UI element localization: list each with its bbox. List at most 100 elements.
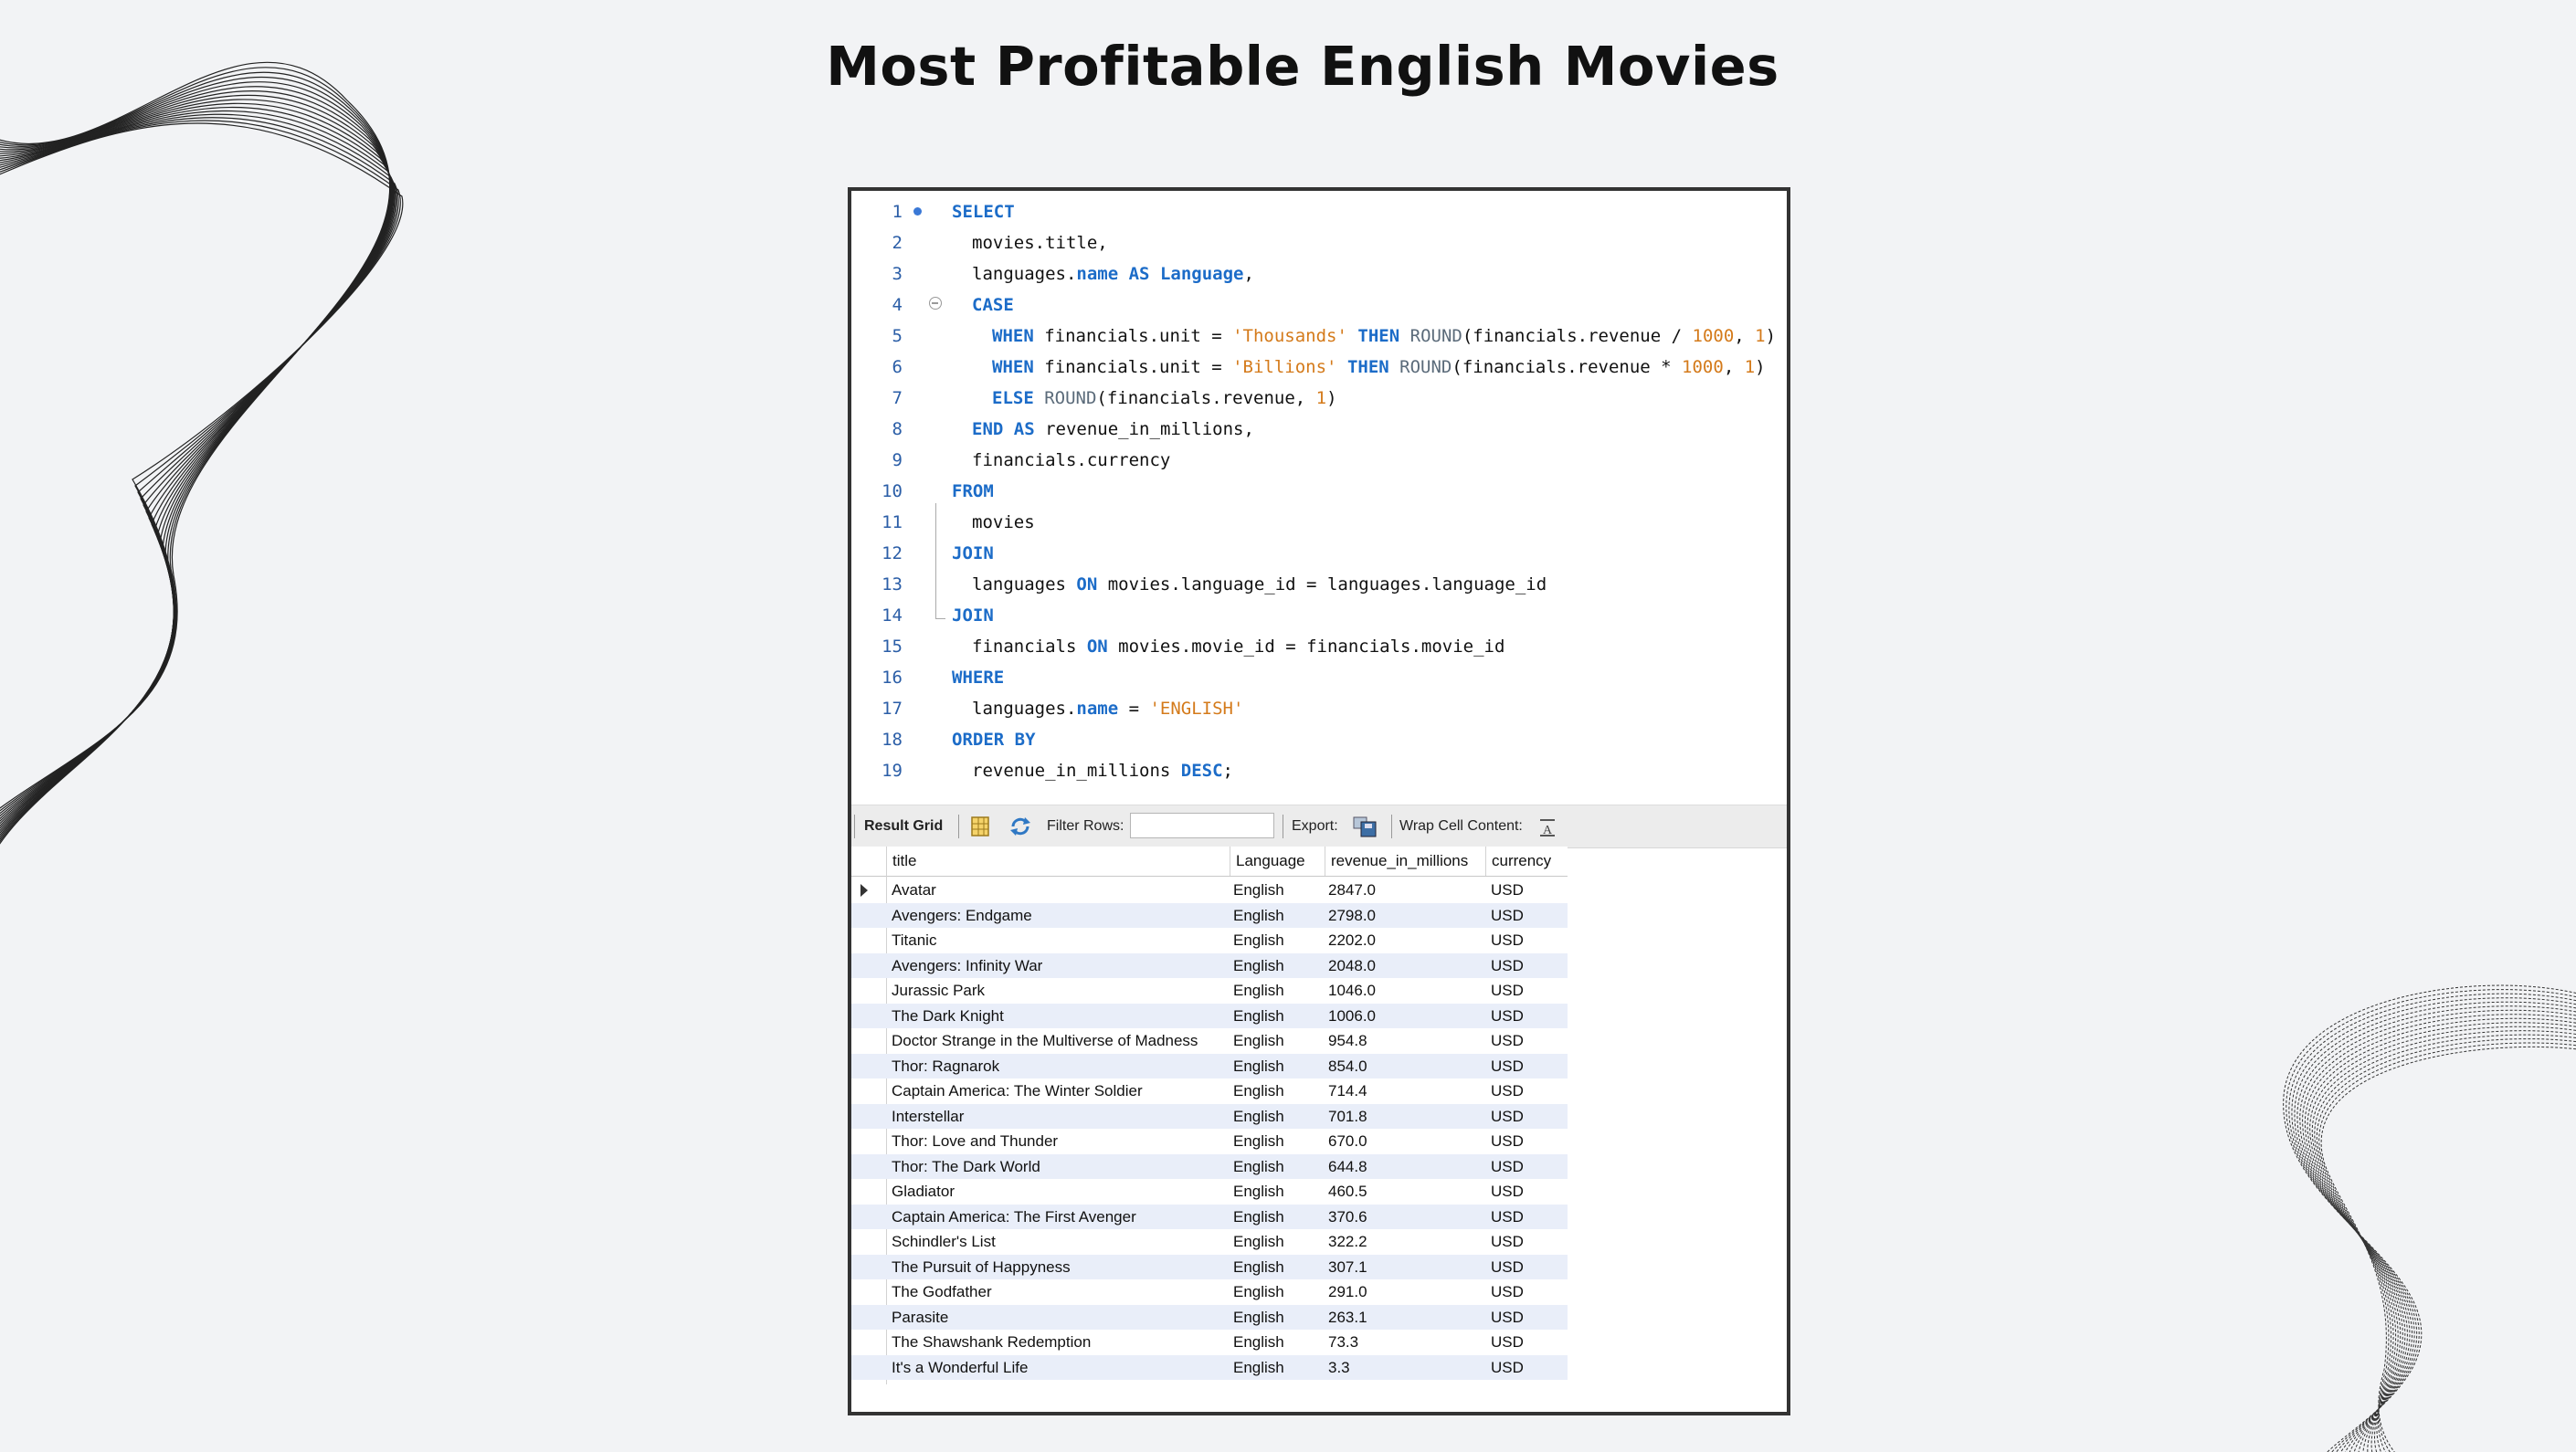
table-row[interactable]: It's a Wonderful Life English 3.3 USD	[851, 1354, 1568, 1380]
table-cell-title[interactable]: Parasite	[892, 1308, 949, 1326]
table-row[interactable]: Interstellar English 701.8 USD	[851, 1103, 1568, 1129]
table-cell-title[interactable]: Jurassic Park	[892, 982, 986, 999]
table-cell-currency[interactable]: USD	[1491, 881, 1524, 899]
table-row[interactable]: Doctor Strange in the Multiverse of Madn…	[851, 1028, 1568, 1054]
table-row[interactable]: Thor: Ragnarok English 854.0 USD	[851, 1053, 1568, 1078]
table-cell-language[interactable]: English	[1233, 1032, 1284, 1049]
table-row[interactable]: Titanic English 2202.0 USD	[851, 928, 1568, 953]
table-cell-revenue-in-millions[interactable]: 1046.0	[1328, 982, 1376, 999]
table-cell-title[interactable]: It's a Wonderful Life	[892, 1358, 1029, 1376]
table-cell-language[interactable]: English	[1233, 982, 1284, 999]
table-cell-language[interactable]: English	[1233, 1132, 1284, 1150]
table-cell-title[interactable]: Thor: Ragnarok	[892, 1057, 1000, 1075]
table-cell-revenue-in-millions[interactable]: 307.1	[1328, 1257, 1367, 1276]
table-cell-title[interactable]: Gladiator	[892, 1183, 955, 1200]
table-row[interactable]: Schindler's List English 322.2 USD	[851, 1229, 1568, 1255]
export-icon[interactable]	[1352, 815, 1379, 838]
table-row[interactable]: The Pursuit of Happyness English 307.1 USD	[851, 1254, 1568, 1279]
result-grid-tab[interactable]: Result Grid	[864, 818, 944, 834]
table-cell-title[interactable]: Doctor Strange in the Multiverse of Madn…	[892, 1032, 1198, 1049]
column-header-title[interactable]: title	[886, 847, 1230, 876]
table-row[interactable]: Jurassic Park English 1046.0 USD	[851, 978, 1568, 1004]
table-cell-currency[interactable]: USD	[1491, 956, 1524, 974]
table-cell-currency[interactable]: USD	[1491, 1006, 1524, 1025]
table-cell-revenue-in-millions[interactable]: 370.6	[1328, 1207, 1367, 1226]
table-row[interactable]: Gladiator English 460.5 USD	[851, 1179, 1568, 1205]
table-cell-revenue-in-millions[interactable]: 73.3	[1328, 1333, 1359, 1351]
table-cell-title[interactable]: The Dark Knight	[892, 1006, 1004, 1025]
table-cell-language[interactable]: English	[1233, 956, 1284, 974]
table-cell-title[interactable]: Thor: Love and Thunder	[892, 1132, 1059, 1150]
table-cell-title[interactable]: Titanic	[892, 931, 937, 949]
table-cell-currency[interactable]: USD	[1491, 1132, 1524, 1150]
table-cell-language[interactable]: English	[1233, 1107, 1284, 1125]
table-cell-currency[interactable]: USD	[1491, 906, 1524, 924]
table-cell-language[interactable]: English	[1233, 906, 1284, 924]
table-cell-title[interactable]: Avatar	[892, 881, 936, 899]
refresh-icon[interactable]	[1008, 815, 1032, 837]
table-cell-revenue-in-millions[interactable]: 701.8	[1328, 1107, 1367, 1125]
table-cell-language[interactable]: English	[1233, 1333, 1284, 1351]
table-cell-revenue-in-millions[interactable]: 854.0	[1328, 1057, 1367, 1075]
table-row[interactable]: The Godfather English 291.0 USD	[851, 1279, 1568, 1305]
column-header-language[interactable]: Language	[1230, 847, 1325, 876]
table-cell-currency[interactable]: USD	[1491, 931, 1524, 949]
table-cell-revenue-in-millions[interactable]: 2048.0	[1328, 956, 1376, 974]
table-cell-title[interactable]: Avengers: Endgame	[892, 906, 1032, 924]
table-cell-revenue-in-millions[interactable]: 2798.0	[1328, 906, 1376, 924]
table-cell-revenue-in-millions[interactable]: 2847.0	[1328, 881, 1376, 899]
table-cell-revenue-in-millions[interactable]: 714.4	[1328, 1082, 1367, 1100]
table-cell-currency[interactable]: USD	[1491, 1107, 1524, 1125]
table-row[interactable]: Avatar English 2847.0 USD	[851, 878, 1568, 903]
table-cell-currency[interactable]: USD	[1491, 1032, 1524, 1049]
table-cell-language[interactable]: English	[1233, 1006, 1284, 1025]
table-cell-revenue-in-millions[interactable]: 670.0	[1328, 1132, 1367, 1150]
table-cell-currency[interactable]: USD	[1491, 1283, 1524, 1300]
table-cell-language[interactable]: English	[1233, 1207, 1284, 1226]
table-cell-revenue-in-millions[interactable]: 322.2	[1328, 1233, 1367, 1250]
table-cell-currency[interactable]: USD	[1491, 1183, 1524, 1200]
sql-editor[interactable]: 1 SELECT 2 movies.title, 3 languages.name AS …	[851, 191, 1787, 803]
table-cell-language[interactable]: English	[1233, 1257, 1284, 1276]
table-cell-title[interactable]: Interstellar	[892, 1107, 965, 1125]
column-header-currency[interactable]: currency	[1485, 847, 1568, 876]
table-row[interactable]: Avengers: Endgame English 2798.0 USD	[851, 902, 1568, 928]
wrap-text-icon[interactable]: A	[1538, 817, 1557, 837]
table-cell-title[interactable]: The Godfather	[892, 1283, 992, 1300]
table-row[interactable]: The Dark Knight English 1006.0 USD	[851, 1003, 1568, 1028]
table-row[interactable]: Captain America: The Winter Soldier Engli…	[851, 1078, 1568, 1104]
table-cell-currency[interactable]: USD	[1491, 1233, 1524, 1250]
table-cell-revenue-in-millions[interactable]: 1006.0	[1328, 1006, 1376, 1025]
column-header-revenue[interactable]: revenue_in_millions	[1325, 847, 1485, 876]
table-cell-revenue-in-millions[interactable]: 291.0	[1328, 1283, 1367, 1300]
table-cell-revenue-in-millions[interactable]: 644.8	[1328, 1157, 1367, 1175]
table-cell-title[interactable]: The Pursuit of Happyness	[892, 1257, 1071, 1276]
table-cell-revenue-in-millions[interactable]: 460.5	[1328, 1183, 1367, 1200]
table-cell-language[interactable]: English	[1233, 1183, 1284, 1200]
table-row[interactable]: Avengers: Infinity War English 2048.0 USD	[851, 952, 1568, 978]
table-cell-currency[interactable]: USD	[1491, 1157, 1524, 1175]
table-cell-currency[interactable]: USD	[1491, 1057, 1524, 1075]
table-cell-currency[interactable]: USD	[1491, 1082, 1524, 1100]
table-cell-language[interactable]: English	[1233, 1308, 1284, 1326]
table-row[interactable]: Parasite English 263.1 USD	[851, 1304, 1568, 1330]
table-cell-currency[interactable]: USD	[1491, 1333, 1524, 1351]
table-cell-currency[interactable]: USD	[1491, 1358, 1524, 1376]
table-cell-language[interactable]: English	[1233, 1233, 1284, 1250]
table-cell-currency[interactable]: USD	[1491, 1257, 1524, 1276]
table-cell-title[interactable]: Schindler's List	[892, 1233, 996, 1250]
grid-view-icon[interactable]	[970, 815, 990, 837]
fold-toggle-icon[interactable]	[929, 297, 942, 310]
table-cell-currency[interactable]: USD	[1491, 1308, 1524, 1326]
table-row[interactable]: Captain America: The First Avenger Englis…	[851, 1204, 1568, 1229]
table-cell-title[interactable]: Captain America: The Winter Soldier	[892, 1082, 1143, 1100]
table-cell-language[interactable]: English	[1233, 1358, 1284, 1376]
table-cell-title[interactable]: The Shawshank Redemption	[892, 1333, 1092, 1351]
table-cell-revenue-in-millions[interactable]: 263.1	[1328, 1308, 1367, 1326]
table-row[interactable]: Thor: The Dark World English 644.8 USD	[851, 1153, 1568, 1179]
table-cell-title[interactable]: Avengers: Infinity War	[892, 956, 1043, 974]
table-cell-revenue-in-millions[interactable]: 2202.0	[1328, 931, 1376, 949]
table-row[interactable]: Thor: Love and Thunder English 670.0 USD	[851, 1129, 1568, 1154]
table-cell-language[interactable]: English	[1233, 1082, 1284, 1100]
table-cell-language[interactable]: English	[1233, 1157, 1284, 1175]
